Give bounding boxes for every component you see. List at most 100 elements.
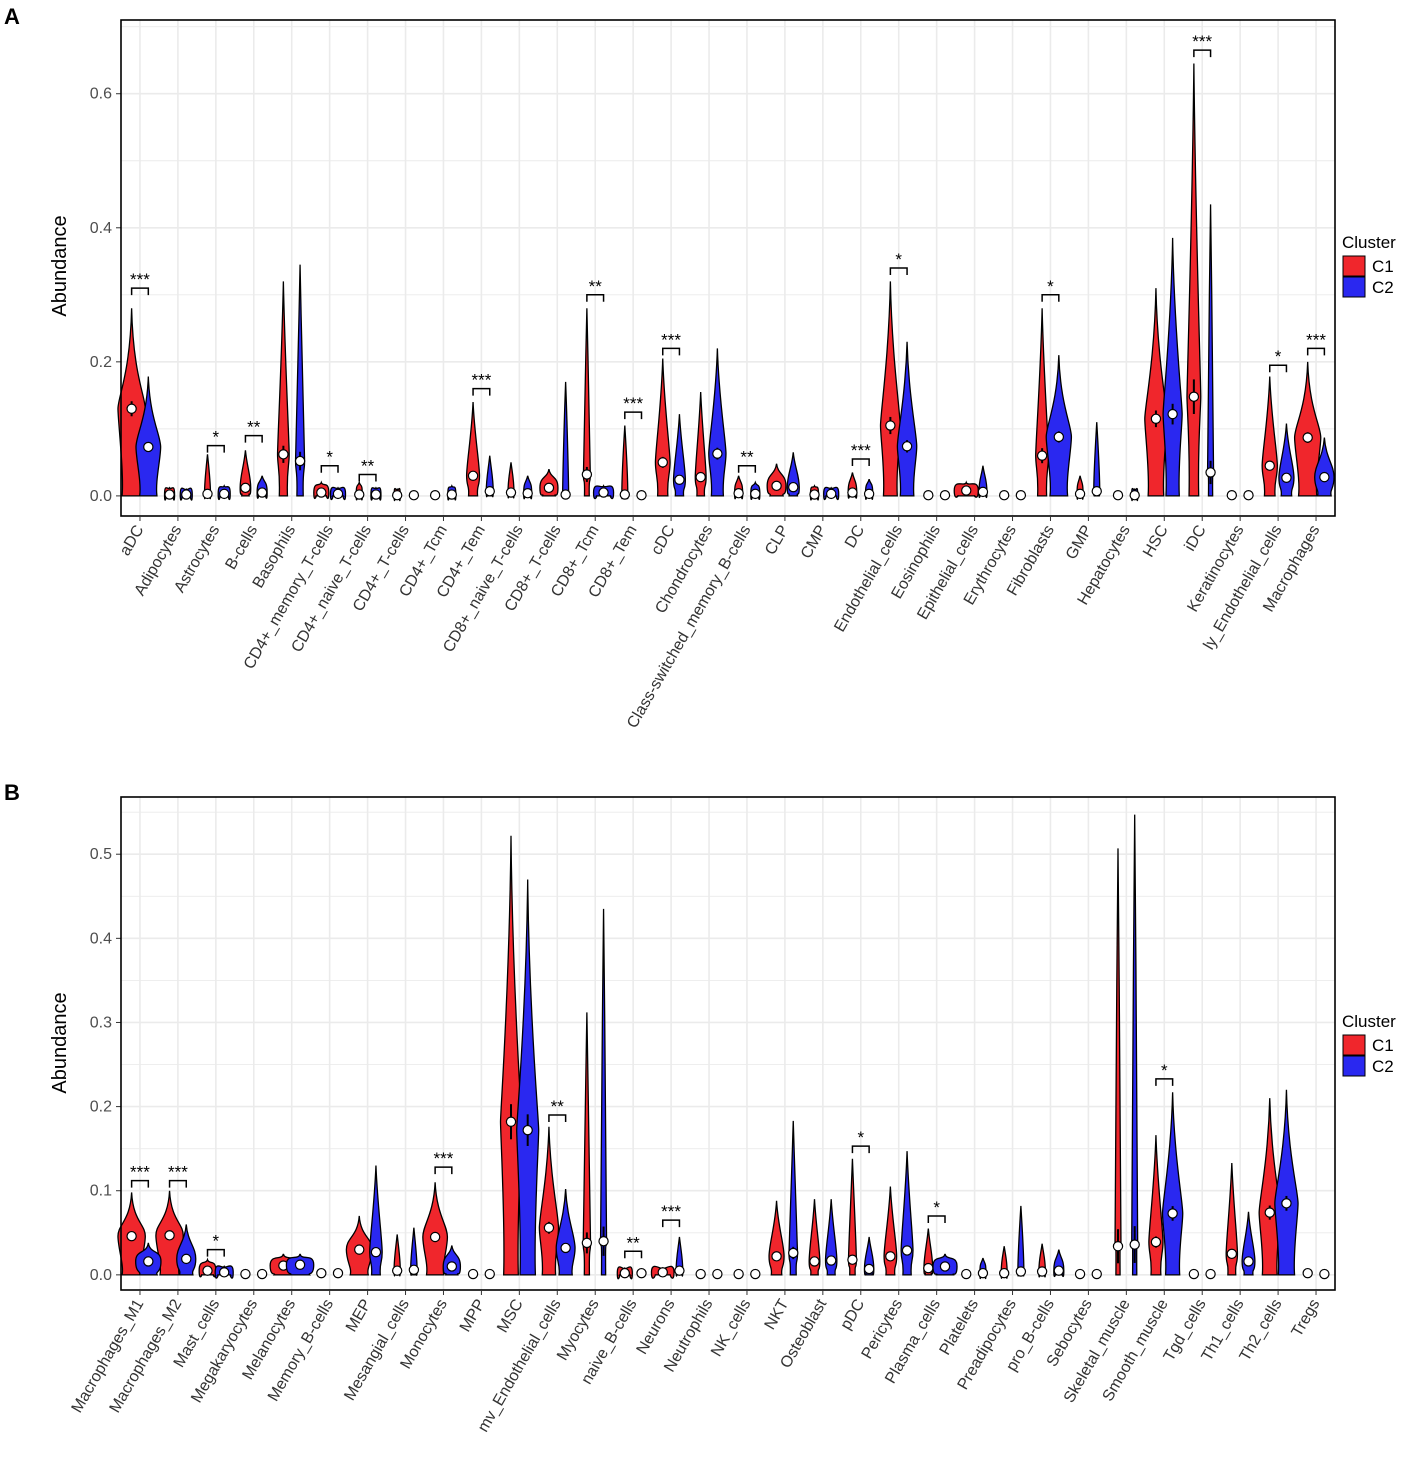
c1-mean-point: [467, 470, 479, 481]
c1-mean-point: [202, 488, 213, 500]
c2-mean-point: [1091, 1268, 1102, 1280]
c1-violin-cd8-tcm: [582, 308, 591, 497]
significance-label: *: [1275, 347, 1282, 366]
significance-bracket: [130, 287, 150, 296]
c2-mean-point: [408, 490, 420, 501]
c2-mean-point: [674, 474, 685, 486]
legend-label-c2: C2: [1372, 1057, 1394, 1076]
x-tick-label: NKT: [762, 1296, 793, 1332]
c2-mean-point: [939, 490, 951, 501]
c1-mean-point: [354, 489, 365, 500]
significance-bracket: [851, 458, 870, 467]
c2-mean-point: [1281, 472, 1292, 483]
legend-title: Cluster: [1342, 233, 1396, 252]
significance-label: **: [247, 418, 261, 437]
c1-violin-cdc: [654, 358, 671, 497]
x-tick-label: HSC: [1140, 523, 1172, 561]
c2-mean-point: [1129, 1239, 1140, 1250]
significance-label: **: [627, 1233, 641, 1252]
c2-mean-point: [218, 488, 230, 500]
c1-violin-macrophages: [1293, 361, 1322, 497]
c2-violin-hsc: [1162, 237, 1183, 497]
legend-swatch-c1: [1342, 1034, 1366, 1056]
x-tick-label: mv_Endothelial_cells: [475, 1297, 565, 1436]
c2-violin-mep: [369, 1165, 383, 1276]
c2-mean-point: [484, 486, 495, 497]
significance-label: **: [551, 1097, 565, 1116]
c2-violin-adc: [135, 376, 162, 497]
c1-mean-point: [391, 490, 403, 501]
c1-violin-chondrocytes: [694, 391, 707, 497]
c2-mean-point: [825, 488, 837, 500]
significance-label: ***: [471, 371, 491, 390]
c1-violin-msc: [499, 835, 523, 1276]
c1-mean-point: [126, 403, 137, 414]
c1-mean-point: [1302, 432, 1313, 443]
significance-bracket: [206, 444, 225, 453]
c1-mean-point: [164, 1230, 175, 1241]
c1-mean-point: [657, 1267, 668, 1278]
significance-bracket: [434, 1166, 453, 1175]
c2-mean-point: [1167, 408, 1178, 420]
significance-bracket: [548, 1114, 567, 1123]
c1-mean-point: [429, 1231, 441, 1243]
significance-label: *: [213, 1232, 220, 1251]
c2-mean-point: [1015, 490, 1027, 501]
significance-label: ***: [1192, 32, 1212, 51]
c1-mean-point: [923, 490, 934, 501]
c2-violin-idc: [1206, 204, 1215, 497]
legend-label-c1: C1: [1372, 1036, 1394, 1055]
c2-violin-macrophages: [1314, 437, 1335, 497]
significance-bracket: [586, 294, 605, 302]
c1-mean-point: [1264, 1207, 1275, 1218]
c2-mean-point: [1281, 1198, 1292, 1209]
c2-mean-point: [674, 1265, 685, 1276]
c2-mean-point: [1091, 486, 1102, 497]
c2-violin-endothelial-cells: [896, 341, 918, 497]
significance-bracket: [851, 1145, 870, 1154]
c2-mean-point: [750, 488, 761, 500]
legend-swatch-c1: [1342, 255, 1366, 277]
c1-mean-point: [1112, 1241, 1124, 1252]
c1-mean-point: [164, 489, 175, 500]
significance-label: ***: [661, 330, 681, 349]
c2-mean-point: [863, 488, 875, 500]
c1-mean-point: [581, 469, 593, 480]
legend-b: Cluster C1 C2: [1342, 1012, 1396, 1077]
c1-mean-point: [1036, 450, 1048, 461]
c1-mean-point: [771, 480, 782, 492]
legend-swatch-c2: [1342, 1055, 1366, 1077]
c2-mean-point: [1319, 1268, 1330, 1280]
y-tick-label: 0.1: [90, 1183, 112, 1200]
c1-mean-point: [961, 1268, 972, 1280]
c2-mean-point: [370, 1246, 382, 1258]
c1-violin-th1-cells: [1225, 1162, 1239, 1276]
c2-mean-point: [901, 441, 913, 452]
x-tick-label: aDC: [117, 523, 148, 559]
c1-violin-osteoblast: [808, 1199, 821, 1276]
legend-swatch-c2: [1342, 276, 1366, 298]
significance-label: *: [213, 428, 220, 447]
significance-bracket: [661, 347, 681, 356]
c2-mean-point: [408, 1264, 420, 1276]
c2-mean-point: [1205, 467, 1216, 478]
c1-mean-point: [771, 1251, 782, 1262]
c1-violin-hsc: [1144, 288, 1168, 497]
c2-violin-ly-endothelial-cells: [1278, 423, 1295, 497]
c1-mean-point: [316, 1267, 327, 1279]
x-tick-label: MSC: [494, 1297, 527, 1336]
c1-violin-monocytes: [422, 1182, 449, 1276]
c1-mean-point: [126, 1230, 137, 1242]
c2-mean-point: [788, 481, 799, 493]
c1-violin-ly-endothelial-cells: [1261, 376, 1278, 497]
c2-mean-point: [370, 489, 382, 500]
significance-bracket: [130, 1179, 150, 1188]
c1-mean-point: [1264, 460, 1275, 471]
c2-mean-point: [256, 487, 268, 498]
c1-mean-point: [923, 1262, 934, 1274]
c2-mean-point: [712, 448, 723, 459]
c1-mean-point: [809, 489, 820, 500]
c1-violin-pdc: [847, 1158, 858, 1276]
